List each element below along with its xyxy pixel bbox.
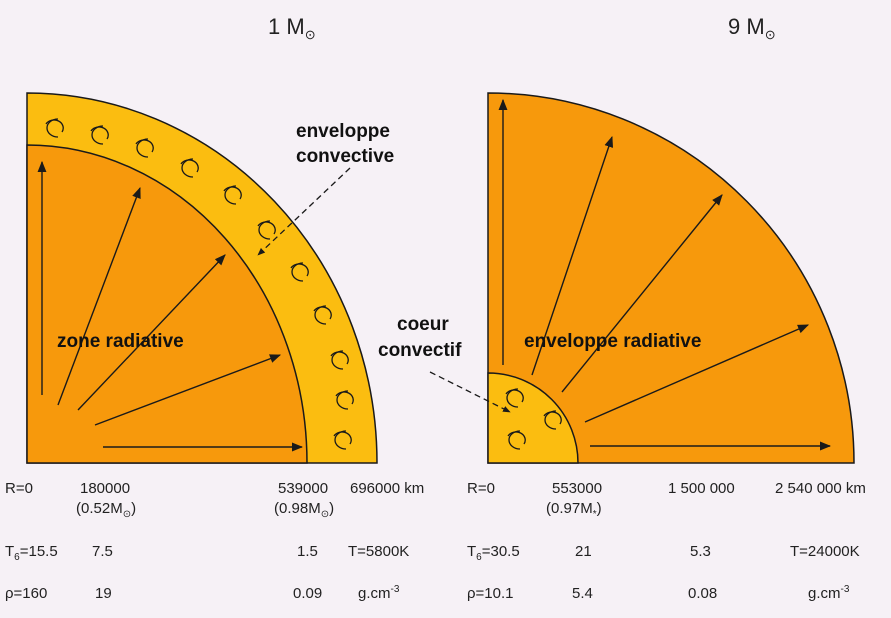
left-radius-1-mass: (0.52M⊙): [76, 500, 136, 520]
left-temp-2: 1.5: [297, 543, 318, 560]
right-temp-2: 5.3: [690, 543, 711, 560]
left-radius-1: 180000: [80, 480, 130, 497]
left-temperature-row: T6=15.5 7.5 1.5 T=5800K: [5, 543, 409, 563]
radiation-arrow: [77, 254, 226, 411]
radiation-arrow: [584, 324, 810, 423]
radiative-zone-label: zone radiative: [57, 331, 184, 352]
convection-cell: [180, 158, 199, 178]
convection-cell: [507, 430, 526, 450]
right-radius-row: R=0 553000 (0.97M*) 1 500 000 2 540 000 …: [467, 480, 866, 520]
convection-cell: [257, 220, 276, 240]
convection-cell: [290, 262, 309, 282]
left-star-title: 1 M⊙: [268, 14, 316, 42]
convective-core-pointer: [429, 371, 511, 413]
convection-cell: [543, 410, 562, 430]
right-radius-1: 553000: [552, 480, 602, 497]
right-temp-0: T6=30.5: [467, 543, 520, 563]
core-convection-cells: [505, 388, 562, 450]
right-radius-0: R=0: [467, 480, 495, 497]
right-rho-2: 0.08: [688, 585, 717, 602]
convection-cell: [45, 118, 64, 138]
convection-cell: [505, 388, 524, 408]
left-radius-row: R=0 180000 (0.52M⊙) 539000 (0.98M⊙) 6960…: [5, 480, 424, 520]
right-rho-unit: g.cm-3: [808, 584, 850, 602]
radiation-arrow: [57, 186, 141, 406]
left-radius-0: R=0: [5, 480, 33, 497]
convection-cell: [333, 430, 352, 450]
left-rho-2: 0.09: [293, 585, 322, 602]
envelope-radiative-label: enveloppe radiative: [524, 331, 701, 352]
right-star-quadrant: enveloppe radiative coeur convectif: [378, 92, 855, 464]
left-temp-1: 7.5: [92, 543, 113, 560]
radiative-arrows: [37, 160, 304, 452]
convection-cell: [313, 305, 332, 325]
left-rho-unit: g.cm-3: [358, 584, 400, 602]
right-radius-3: 2 540 000 km: [775, 480, 866, 497]
convective-envelope-pointer: [257, 167, 351, 256]
left-temp-0: T6=15.5: [5, 543, 58, 563]
left-rho-1: 19: [95, 585, 112, 602]
convection-cell: [90, 125, 109, 145]
radiative-zone: [26, 144, 308, 464]
right-rho-1: 5.4: [572, 585, 593, 602]
left-rho-0: ρ=160: [5, 585, 47, 602]
right-star-title: 9 M⊙: [728, 14, 776, 42]
radiation-arrow: [94, 354, 282, 426]
convective-envelope-label-line1: enveloppe: [296, 121, 390, 142]
right-radius-2: 1 500 000: [668, 480, 735, 497]
convection-cell: [223, 185, 242, 205]
convective-core-label-line1: coeur: [397, 314, 449, 335]
convective-envelope-label-line2: convective: [296, 146, 394, 167]
right-density-row: ρ=10.1 5.4 0.08 g.cm-3: [467, 584, 850, 602]
convection-cell: [135, 138, 154, 158]
left-star-quadrant: zone radiative enveloppe convective: [26, 92, 394, 464]
right-temp-1: 21: [575, 543, 592, 560]
radiation-arrow: [561, 194, 723, 393]
left-radius-2: 539000: [278, 480, 328, 497]
left-radius-2-mass: (0.98M⊙): [274, 500, 334, 520]
left-temp-3: T=5800K: [348, 543, 409, 560]
right-rho-0: ρ=10.1: [467, 585, 514, 602]
left-density-row: ρ=160 19 0.09 g.cm-3: [5, 584, 400, 602]
right-temp-3: T=24000K: [790, 543, 860, 560]
right-radius-1-mass: (0.97M*): [546, 500, 602, 520]
radiative-arrows-right: [498, 98, 832, 451]
convective-core-label-line2: convectif: [378, 340, 462, 361]
convection-cell: [330, 350, 349, 370]
radiation-arrow: [531, 135, 614, 376]
right-temperature-row: T6=30.5 21 5.3 T=24000K: [467, 543, 860, 563]
convection-cells: [45, 118, 354, 450]
convection-cell: [335, 390, 354, 410]
convective-core: [487, 372, 579, 464]
left-radius-3: 696000 km: [350, 480, 424, 497]
